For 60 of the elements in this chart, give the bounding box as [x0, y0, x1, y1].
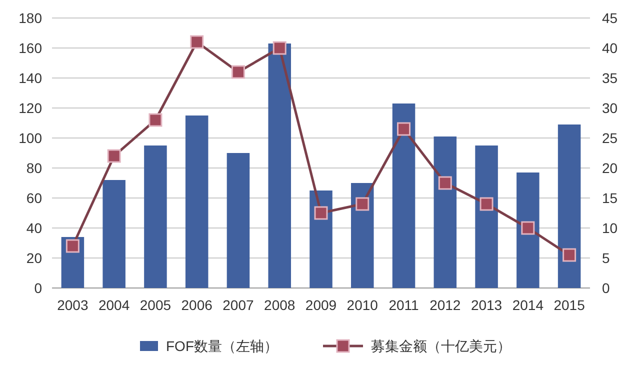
- y-tick-label: 120: [18, 100, 42, 116]
- y-tick-label: 180: [18, 10, 42, 26]
- point: [314, 206, 328, 220]
- y2-tick-label: 35: [602, 70, 618, 86]
- point: [190, 35, 204, 49]
- y2-tick-label: 5: [602, 250, 610, 266]
- point: [356, 197, 370, 211]
- point: [272, 41, 286, 55]
- y-tick-label: 140: [18, 70, 42, 86]
- point: [521, 221, 535, 235]
- bar: [392, 104, 416, 288]
- y2-tick-label: 10: [602, 220, 618, 236]
- x-tick-label: 2013: [470, 297, 502, 313]
- y2-tick-label: 0: [602, 280, 610, 296]
- y2-tick-label: 20: [602, 160, 618, 176]
- bar: [102, 180, 126, 288]
- point: [66, 239, 80, 253]
- legend-label: FOF数量（左轴）: [166, 338, 278, 354]
- point: [231, 65, 245, 79]
- legend-label: 募集金额（十亿美元）: [371, 338, 511, 354]
- bar: [516, 172, 540, 288]
- point: [438, 176, 452, 190]
- x-tick-label: 2007: [222, 297, 254, 313]
- bar: [310, 190, 332, 288]
- x-tick-label: 2003: [57, 297, 88, 313]
- x-tick-label: 2009: [305, 297, 337, 313]
- x-tick-label: 2005: [140, 297, 172, 313]
- y-tick-label: 80: [26, 160, 42, 176]
- point: [397, 122, 411, 136]
- bar: [475, 146, 498, 288]
- x-tick-label: 2008: [264, 297, 296, 313]
- y2-tick-label: 45: [602, 10, 618, 26]
- y-tick-label: 0: [34, 280, 42, 296]
- x-tick-label: 2006: [181, 297, 213, 313]
- bar: [226, 153, 250, 288]
- x-tick-label: 2010: [346, 297, 378, 313]
- x-tick-label: 2012: [430, 297, 461, 313]
- point: [480, 197, 494, 211]
- point: [562, 248, 576, 262]
- bar: [185, 116, 208, 288]
- y-tick-label: 160: [18, 40, 42, 56]
- point: [107, 149, 121, 163]
- y2-tick-label: 30: [602, 100, 618, 116]
- bar: [434, 136, 457, 288]
- y-tick-label: 40: [26, 220, 42, 236]
- x-tick-label: 2014: [512, 297, 544, 313]
- point: [148, 113, 162, 127]
- y2-tick-label: 40: [602, 40, 618, 56]
- bar: [558, 124, 581, 288]
- bar: [144, 146, 167, 288]
- bar: [268, 44, 291, 288]
- bar: [351, 183, 374, 288]
- x-tick-label: 2011: [388, 297, 420, 313]
- x-tick-label: 2015: [554, 297, 586, 313]
- x-tick-label: 2004: [98, 297, 130, 313]
- y2-tick-label: 25: [602, 130, 618, 146]
- y2-tick-label: 15: [602, 190, 618, 206]
- y-tick-label: 20: [26, 250, 42, 266]
- y-tick-label: 60: [26, 190, 42, 206]
- y-tick-label: 100: [18, 130, 42, 146]
